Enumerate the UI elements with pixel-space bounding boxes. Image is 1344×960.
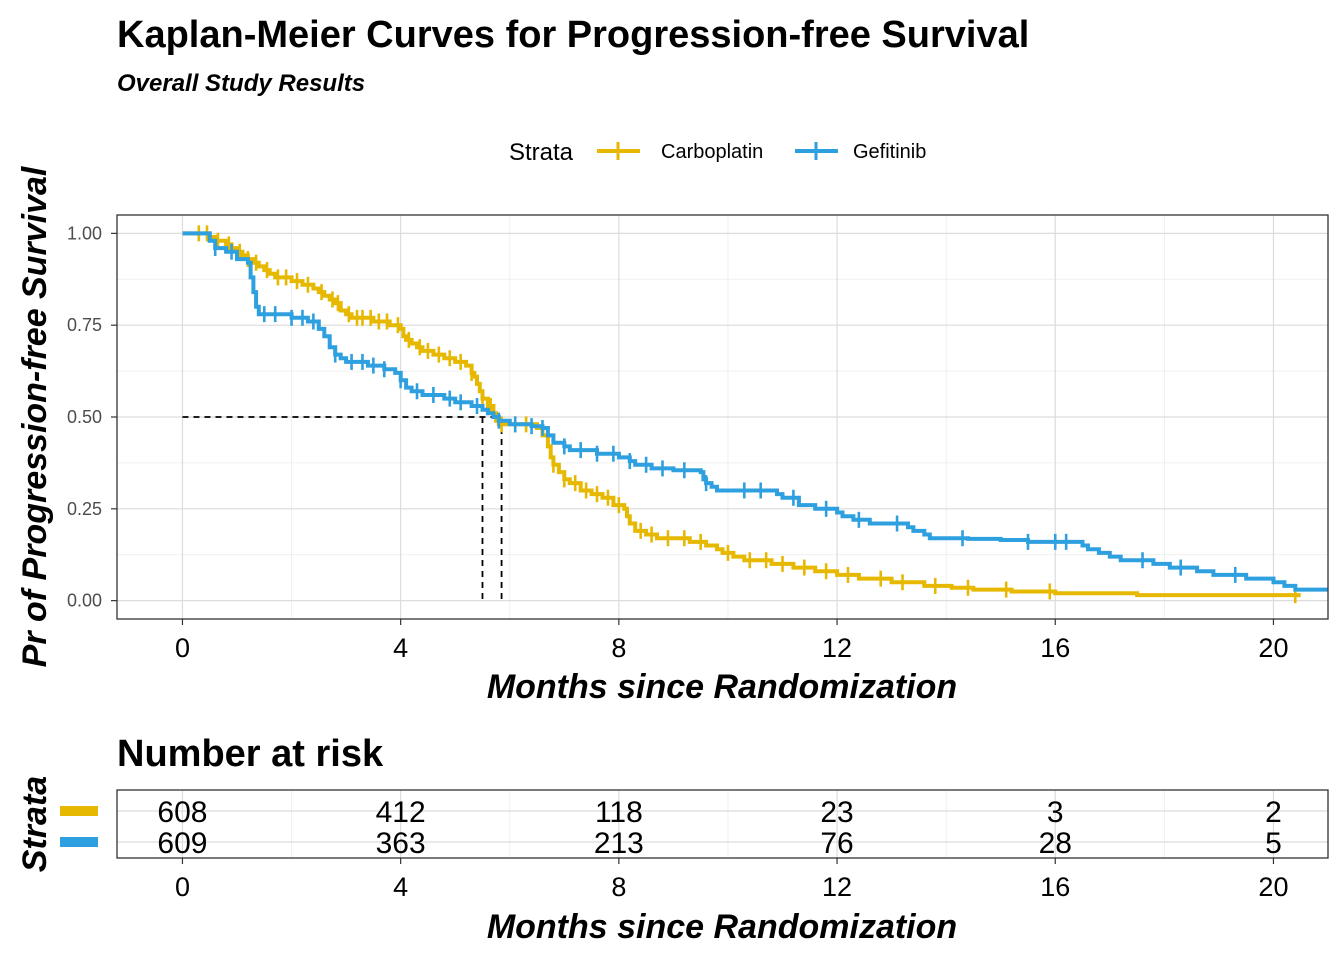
x-tick-label: 8 [611, 633, 626, 663]
legend-label-carboplatin: Carboplatin [661, 141, 763, 163]
y-tick-label: 0.75 [67, 315, 102, 335]
risk-value-carboplatin: 3 [1047, 796, 1064, 829]
y-axis-ticks: 0.00 0.25 0.50 0.75 1.00 [67, 223, 117, 611]
risk-table-x-ticks: 0 4 8 12 16 20 [175, 858, 1288, 902]
x-axis-label: Months since Randomization [487, 668, 957, 706]
risk-value-gefitinib: 609 [157, 827, 207, 860]
legend-title: Strata [509, 139, 574, 166]
risk-value-carboplatin: 118 [595, 796, 643, 829]
risk-table-title: Number at risk [117, 733, 384, 775]
survival-curves [182, 225, 1328, 604]
x-tick-label: 4 [393, 633, 408, 663]
plot-grid [117, 215, 1328, 619]
risk-value-carboplatin: 23 [820, 796, 853, 829]
risk-table-y-axis-label: Strata [16, 776, 54, 872]
risk-value-gefitinib: 363 [376, 827, 426, 860]
y-axis-label: Pr of Progression-free Survival [16, 165, 54, 667]
risk-x-tick-label: 4 [393, 872, 408, 902]
legend-item-carboplatin: Carboplatin [597, 141, 763, 163]
x-tick-label: 20 [1258, 633, 1288, 663]
legend-item-gefitinib: Gefitinib [795, 141, 926, 163]
risk-value-gefitinib: 213 [594, 827, 644, 860]
risk-x-tick-label: 12 [822, 872, 852, 902]
risk-table-grid [117, 790, 1328, 858]
x-axis-ticks: 0 4 8 12 16 20 [175, 619, 1288, 663]
x-tick-label: 0 [175, 633, 190, 663]
risk-x-tick-label: 16 [1040, 872, 1070, 902]
chart-title: Kaplan-Meier Curves for Progression-free… [117, 14, 1029, 56]
risk-value-gefitinib: 76 [820, 827, 853, 860]
y-tick-label: 1.00 [67, 223, 102, 243]
risk-table-values: 608 412 118 23 3 2 609 363 213 76 28 5 [157, 796, 1281, 860]
km-curve-gefitinib [182, 231, 1328, 592]
risk-x-tick-label: 8 [611, 872, 626, 902]
legend: Strata Carboplatin Gefitinib [509, 139, 926, 166]
risk-key-carboplatin [60, 806, 98, 816]
risk-value-gefitinib: 28 [1039, 827, 1072, 860]
risk-value-gefitinib: 5 [1265, 827, 1282, 860]
risk-value-carboplatin: 412 [376, 796, 426, 829]
risk-table-border [116, 789, 1329, 859]
risk-value-carboplatin: 608 [157, 796, 207, 829]
legend-label-gefitinib: Gefitinib [853, 141, 926, 163]
risk-x-tick-label: 0 [175, 872, 190, 902]
risk-x-tick-label: 20 [1258, 872, 1288, 902]
km-curve-carboplatin [182, 231, 1301, 598]
risk-key-gefitinib [60, 837, 98, 847]
y-tick-label: 0.25 [67, 499, 102, 519]
x-tick-label: 16 [1040, 633, 1070, 663]
y-tick-label: 0.00 [67, 591, 102, 611]
y-tick-label: 0.50 [67, 407, 102, 427]
risk-value-carboplatin: 2 [1265, 796, 1282, 829]
risk-table-strata-keys [60, 806, 98, 847]
median-reference-lines [182, 416, 503, 601]
x-tick-label: 12 [822, 633, 852, 663]
chart-subtitle: Overall Study Results [117, 70, 365, 97]
risk-table-x-axis-label: Months since Randomization [487, 908, 957, 946]
